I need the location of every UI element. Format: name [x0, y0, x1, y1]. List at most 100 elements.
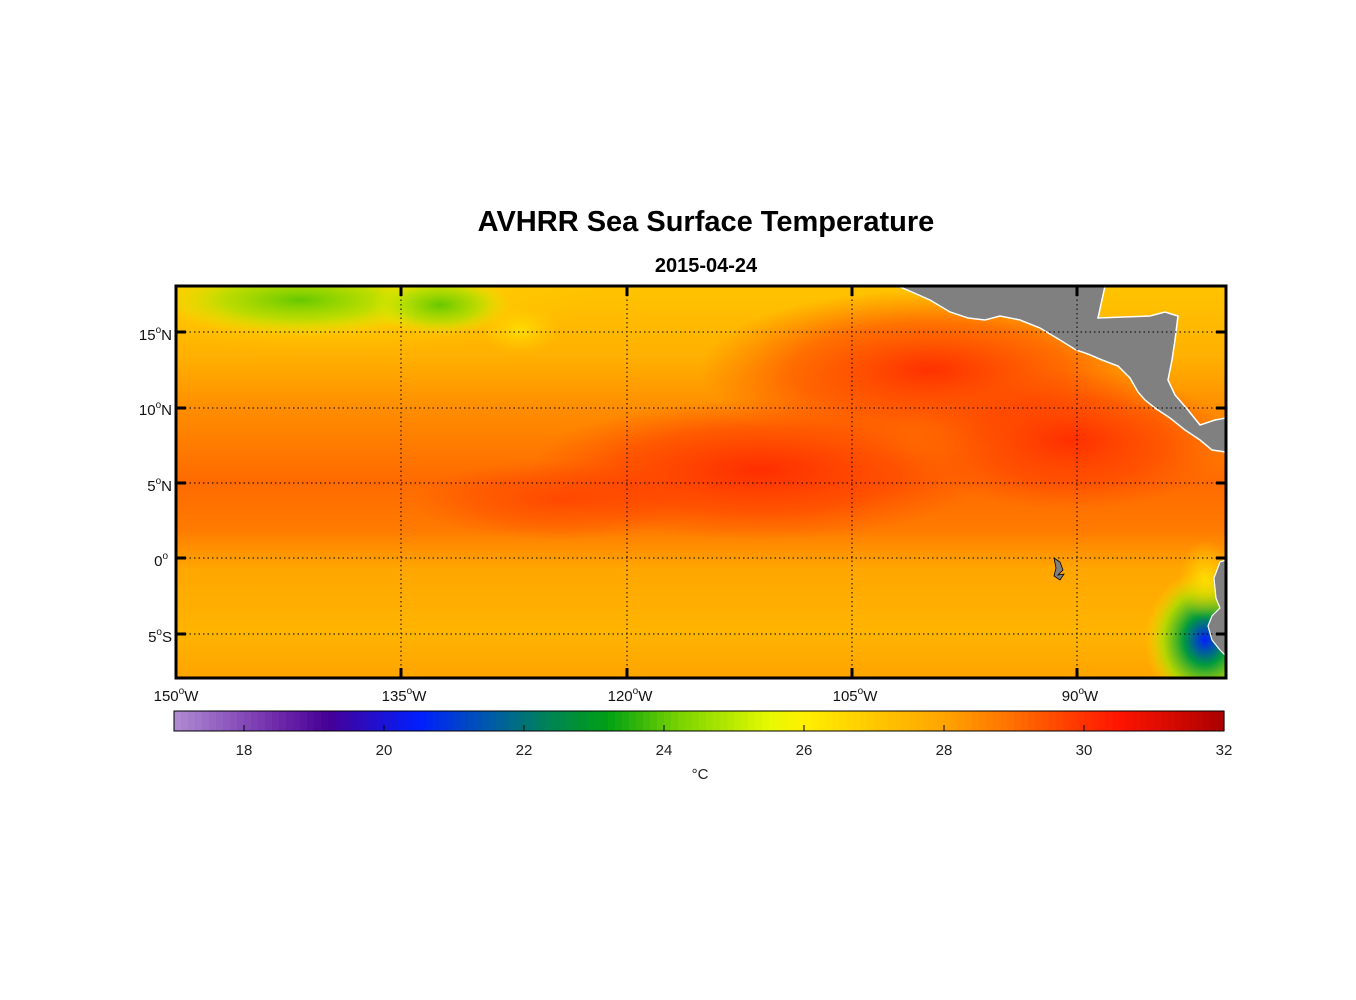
- colorbar-swatch: [825, 711, 833, 731]
- colorbar-swatches: [174, 711, 1225, 731]
- lat-label-5s: 5oS: [148, 627, 172, 646]
- colorbar-swatch: [636, 711, 644, 731]
- colorbar-swatch: [1091, 711, 1099, 731]
- colorbar-swatch: [1217, 711, 1225, 731]
- colorbar-swatch: [279, 711, 287, 731]
- colorbar-swatch: [622, 711, 630, 731]
- colorbar-swatch: [979, 711, 987, 731]
- colorbar-swatch: [923, 711, 931, 731]
- colorbar-swatch: [678, 711, 686, 731]
- colorbar-swatch: [734, 711, 742, 731]
- colorbar-tick-label: 18: [236, 742, 253, 759]
- colorbar-swatch: [832, 711, 840, 731]
- colorbar-swatch: [356, 711, 364, 731]
- colorbar-swatch: [321, 711, 329, 731]
- colorbar-swatch: [363, 711, 371, 731]
- colorbar-swatch: [846, 711, 854, 731]
- colorbar-swatch: [811, 711, 819, 731]
- colorbar-swatch: [447, 711, 455, 731]
- colorbar-tick-label: 24: [656, 742, 673, 759]
- colorbar-swatch: [468, 711, 476, 731]
- colorbar-swatch: [230, 711, 238, 731]
- colorbar-swatch: [566, 711, 574, 731]
- colorbar-swatch: [433, 711, 441, 731]
- colorbar-swatch: [1182, 711, 1190, 731]
- colorbar-swatch: [1014, 711, 1022, 731]
- lon-label-90w: 90oW: [1062, 686, 1099, 705]
- map-title: AVHRR Sea Surface Temperature: [477, 206, 935, 238]
- colorbar-swatch: [1210, 711, 1218, 731]
- colorbar-swatch: [426, 711, 434, 731]
- colorbar-swatch: [335, 711, 343, 731]
- colorbar-swatch: [1154, 711, 1162, 731]
- colorbar-swatch: [706, 711, 714, 731]
- colorbar-swatch: [1168, 711, 1176, 731]
- colorbar-swatch: [601, 711, 609, 731]
- colorbar-swatch: [300, 711, 308, 731]
- colorbar-swatch: [692, 711, 700, 731]
- colorbar-swatch: [881, 711, 889, 731]
- colorbar-swatch: [419, 711, 427, 731]
- colorbar-swatch: [944, 711, 952, 731]
- colorbar-swatch: [552, 711, 560, 731]
- colorbar-swatch: [720, 711, 728, 731]
- colorbar-swatch: [895, 711, 903, 731]
- colorbar: 18 20 22 24 26 28 30 32 °C: [173, 710, 1232, 783]
- colorbar-swatch: [874, 711, 882, 731]
- colorbar-swatch: [223, 711, 231, 731]
- galapagos-islands: [1053, 557, 1065, 581]
- colorbar-swatch: [307, 711, 315, 731]
- colorbar-swatch: [272, 711, 280, 731]
- colorbar-swatch: [237, 711, 245, 731]
- colorbar-swatch: [258, 711, 266, 731]
- colorbar-swatch: [545, 711, 553, 731]
- colorbar-swatch: [986, 711, 994, 731]
- colorbar-swatch: [1056, 711, 1064, 731]
- colorbar-swatch: [174, 711, 182, 731]
- colorbar-swatch: [804, 711, 812, 731]
- colorbar-swatch: [461, 711, 469, 731]
- colorbar-swatch: [958, 711, 966, 731]
- colorbar-swatch: [909, 711, 917, 731]
- colorbar-swatch: [1161, 711, 1169, 731]
- colorbar-swatch: [1105, 711, 1113, 731]
- colorbar-swatch: [510, 711, 518, 731]
- colorbar-swatch: [951, 711, 959, 731]
- colorbar-swatch: [1098, 711, 1106, 731]
- colorbar-swatch: [251, 711, 259, 731]
- colorbar-swatch: [902, 711, 910, 731]
- colorbar-swatch: [286, 711, 294, 731]
- colorbar-swatch: [930, 711, 938, 731]
- colorbar-swatch: [293, 711, 301, 731]
- colorbar-swatch: [482, 711, 490, 731]
- colorbar-swatch: [608, 711, 616, 731]
- colorbar-swatch: [664, 711, 672, 731]
- colorbar-swatch: [1070, 711, 1078, 731]
- colorbar-swatch: [1035, 711, 1043, 731]
- colorbar-swatch: [867, 711, 875, 731]
- colorbar-swatch: [1196, 711, 1204, 731]
- colorbar-swatch: [440, 711, 448, 731]
- colorbar-swatch: [713, 711, 721, 731]
- colorbar-swatch: [748, 711, 756, 731]
- colorbar-swatch: [503, 711, 511, 731]
- colorbar-swatch: [1049, 711, 1057, 731]
- colorbar-swatch: [965, 711, 973, 731]
- lon-label-150w: 150oW: [154, 686, 200, 705]
- colorbar-swatch: [727, 711, 735, 731]
- colorbar-swatch: [762, 711, 770, 731]
- lon-label-135w: 135oW: [382, 686, 428, 705]
- colorbar-swatch: [1112, 711, 1120, 731]
- colorbar-swatch: [769, 711, 777, 731]
- colorbar-swatch: [629, 711, 637, 731]
- lat-label-10n: 10oN: [139, 400, 172, 419]
- colorbar-swatch: [916, 711, 924, 731]
- colorbar-swatch: [755, 711, 763, 731]
- colorbar-swatch: [517, 711, 525, 731]
- colorbar-swatch: [580, 711, 588, 731]
- colorbar-swatch: [1028, 711, 1036, 731]
- central-america-land: [897, 286, 1226, 453]
- colorbar-ticks: 18 20 22 24 26 28 30 32: [236, 725, 1232, 759]
- colorbar-swatch: [993, 711, 1001, 731]
- colorbar-swatch: [657, 711, 665, 731]
